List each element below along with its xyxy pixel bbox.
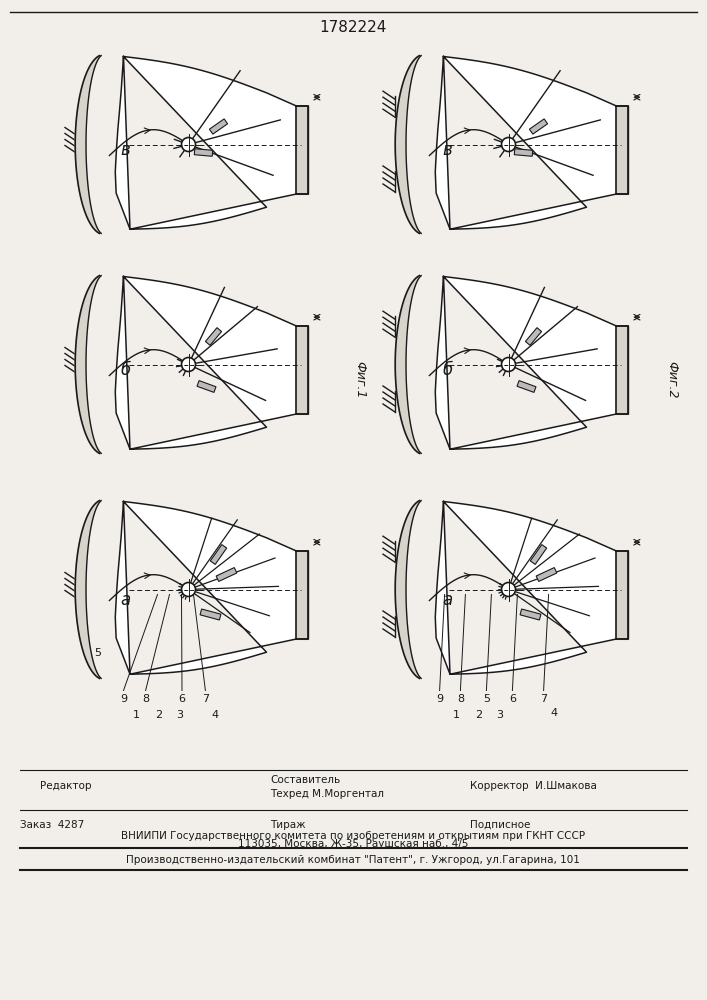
Text: Техред М.Моргентал: Техред М.Моргентал xyxy=(270,789,384,799)
Polygon shape xyxy=(525,328,542,345)
Polygon shape xyxy=(617,551,629,639)
Text: а: а xyxy=(442,591,452,609)
Text: 6: 6 xyxy=(509,694,516,704)
Text: 113035, Москва, Ж-35, Раушская наб., 4/5: 113035, Москва, Ж-35, Раушская наб., 4/5 xyxy=(238,839,468,849)
Polygon shape xyxy=(115,502,308,674)
Polygon shape xyxy=(617,106,629,194)
Polygon shape xyxy=(395,276,421,453)
Text: Подписное: Подписное xyxy=(470,820,530,830)
Text: 5: 5 xyxy=(483,694,490,704)
Text: 4: 4 xyxy=(551,708,558,718)
Text: Составитель: Составитель xyxy=(270,775,340,785)
Polygon shape xyxy=(194,149,213,156)
Polygon shape xyxy=(530,545,547,564)
Circle shape xyxy=(182,358,196,371)
Text: 1: 1 xyxy=(133,710,140,720)
Text: Редактор: Редактор xyxy=(40,781,91,791)
Text: в: в xyxy=(442,141,452,159)
Text: 1: 1 xyxy=(453,710,460,720)
Polygon shape xyxy=(216,568,237,581)
Polygon shape xyxy=(395,501,421,678)
Polygon shape xyxy=(206,328,221,345)
Polygon shape xyxy=(395,56,421,233)
Polygon shape xyxy=(436,276,629,449)
Circle shape xyxy=(501,582,515,596)
Circle shape xyxy=(501,137,515,151)
Text: Фиг.2: Фиг.2 xyxy=(665,361,679,399)
Polygon shape xyxy=(617,326,629,414)
Text: 8: 8 xyxy=(142,694,149,704)
Polygon shape xyxy=(209,119,228,134)
Polygon shape xyxy=(536,568,557,581)
Polygon shape xyxy=(296,551,308,639)
Text: в: в xyxy=(120,141,130,159)
Text: б: б xyxy=(120,361,130,379)
Text: б: б xyxy=(442,361,452,379)
Text: 2: 2 xyxy=(155,710,162,720)
Text: Производственно-издательский комбинат "Патент", г. Ужгород, ул.Гагарина, 101: Производственно-издательский комбинат "П… xyxy=(126,855,580,865)
Polygon shape xyxy=(115,276,308,449)
Text: 8: 8 xyxy=(457,694,464,704)
Text: 5: 5 xyxy=(94,648,101,658)
Polygon shape xyxy=(530,119,548,134)
Polygon shape xyxy=(75,276,101,453)
Polygon shape xyxy=(210,545,227,564)
Text: Фиг.1: Фиг.1 xyxy=(354,361,366,399)
Circle shape xyxy=(182,137,196,151)
Polygon shape xyxy=(75,501,101,678)
Text: 3: 3 xyxy=(176,710,183,720)
Text: 7: 7 xyxy=(201,694,209,704)
Text: а: а xyxy=(120,591,130,609)
Text: 4: 4 xyxy=(211,710,218,720)
Text: 3: 3 xyxy=(496,710,503,720)
Polygon shape xyxy=(514,149,533,156)
Text: ВНИИПИ Государственного комитета по изобретениям и открытиям при ГКНТ СССР: ВНИИПИ Государственного комитета по изоб… xyxy=(121,831,585,841)
Polygon shape xyxy=(200,609,221,620)
Text: 9: 9 xyxy=(436,694,443,704)
Text: Корректор  И.Шмакова: Корректор И.Шмакова xyxy=(470,781,597,791)
Polygon shape xyxy=(517,381,536,392)
Circle shape xyxy=(501,358,515,371)
Polygon shape xyxy=(436,56,629,229)
Polygon shape xyxy=(75,56,101,233)
Text: Заказ  4287: Заказ 4287 xyxy=(20,820,84,830)
Polygon shape xyxy=(296,106,308,194)
Text: 9: 9 xyxy=(120,694,127,704)
Text: 7: 7 xyxy=(540,694,547,704)
Circle shape xyxy=(182,582,196,596)
Text: 2: 2 xyxy=(475,710,482,720)
Polygon shape xyxy=(520,609,541,620)
Polygon shape xyxy=(115,56,308,229)
Text: 1782224: 1782224 xyxy=(320,20,387,35)
Text: Тираж: Тираж xyxy=(270,820,305,830)
Polygon shape xyxy=(296,326,308,414)
Polygon shape xyxy=(197,381,216,392)
Text: 6: 6 xyxy=(178,694,185,704)
Polygon shape xyxy=(436,502,629,674)
